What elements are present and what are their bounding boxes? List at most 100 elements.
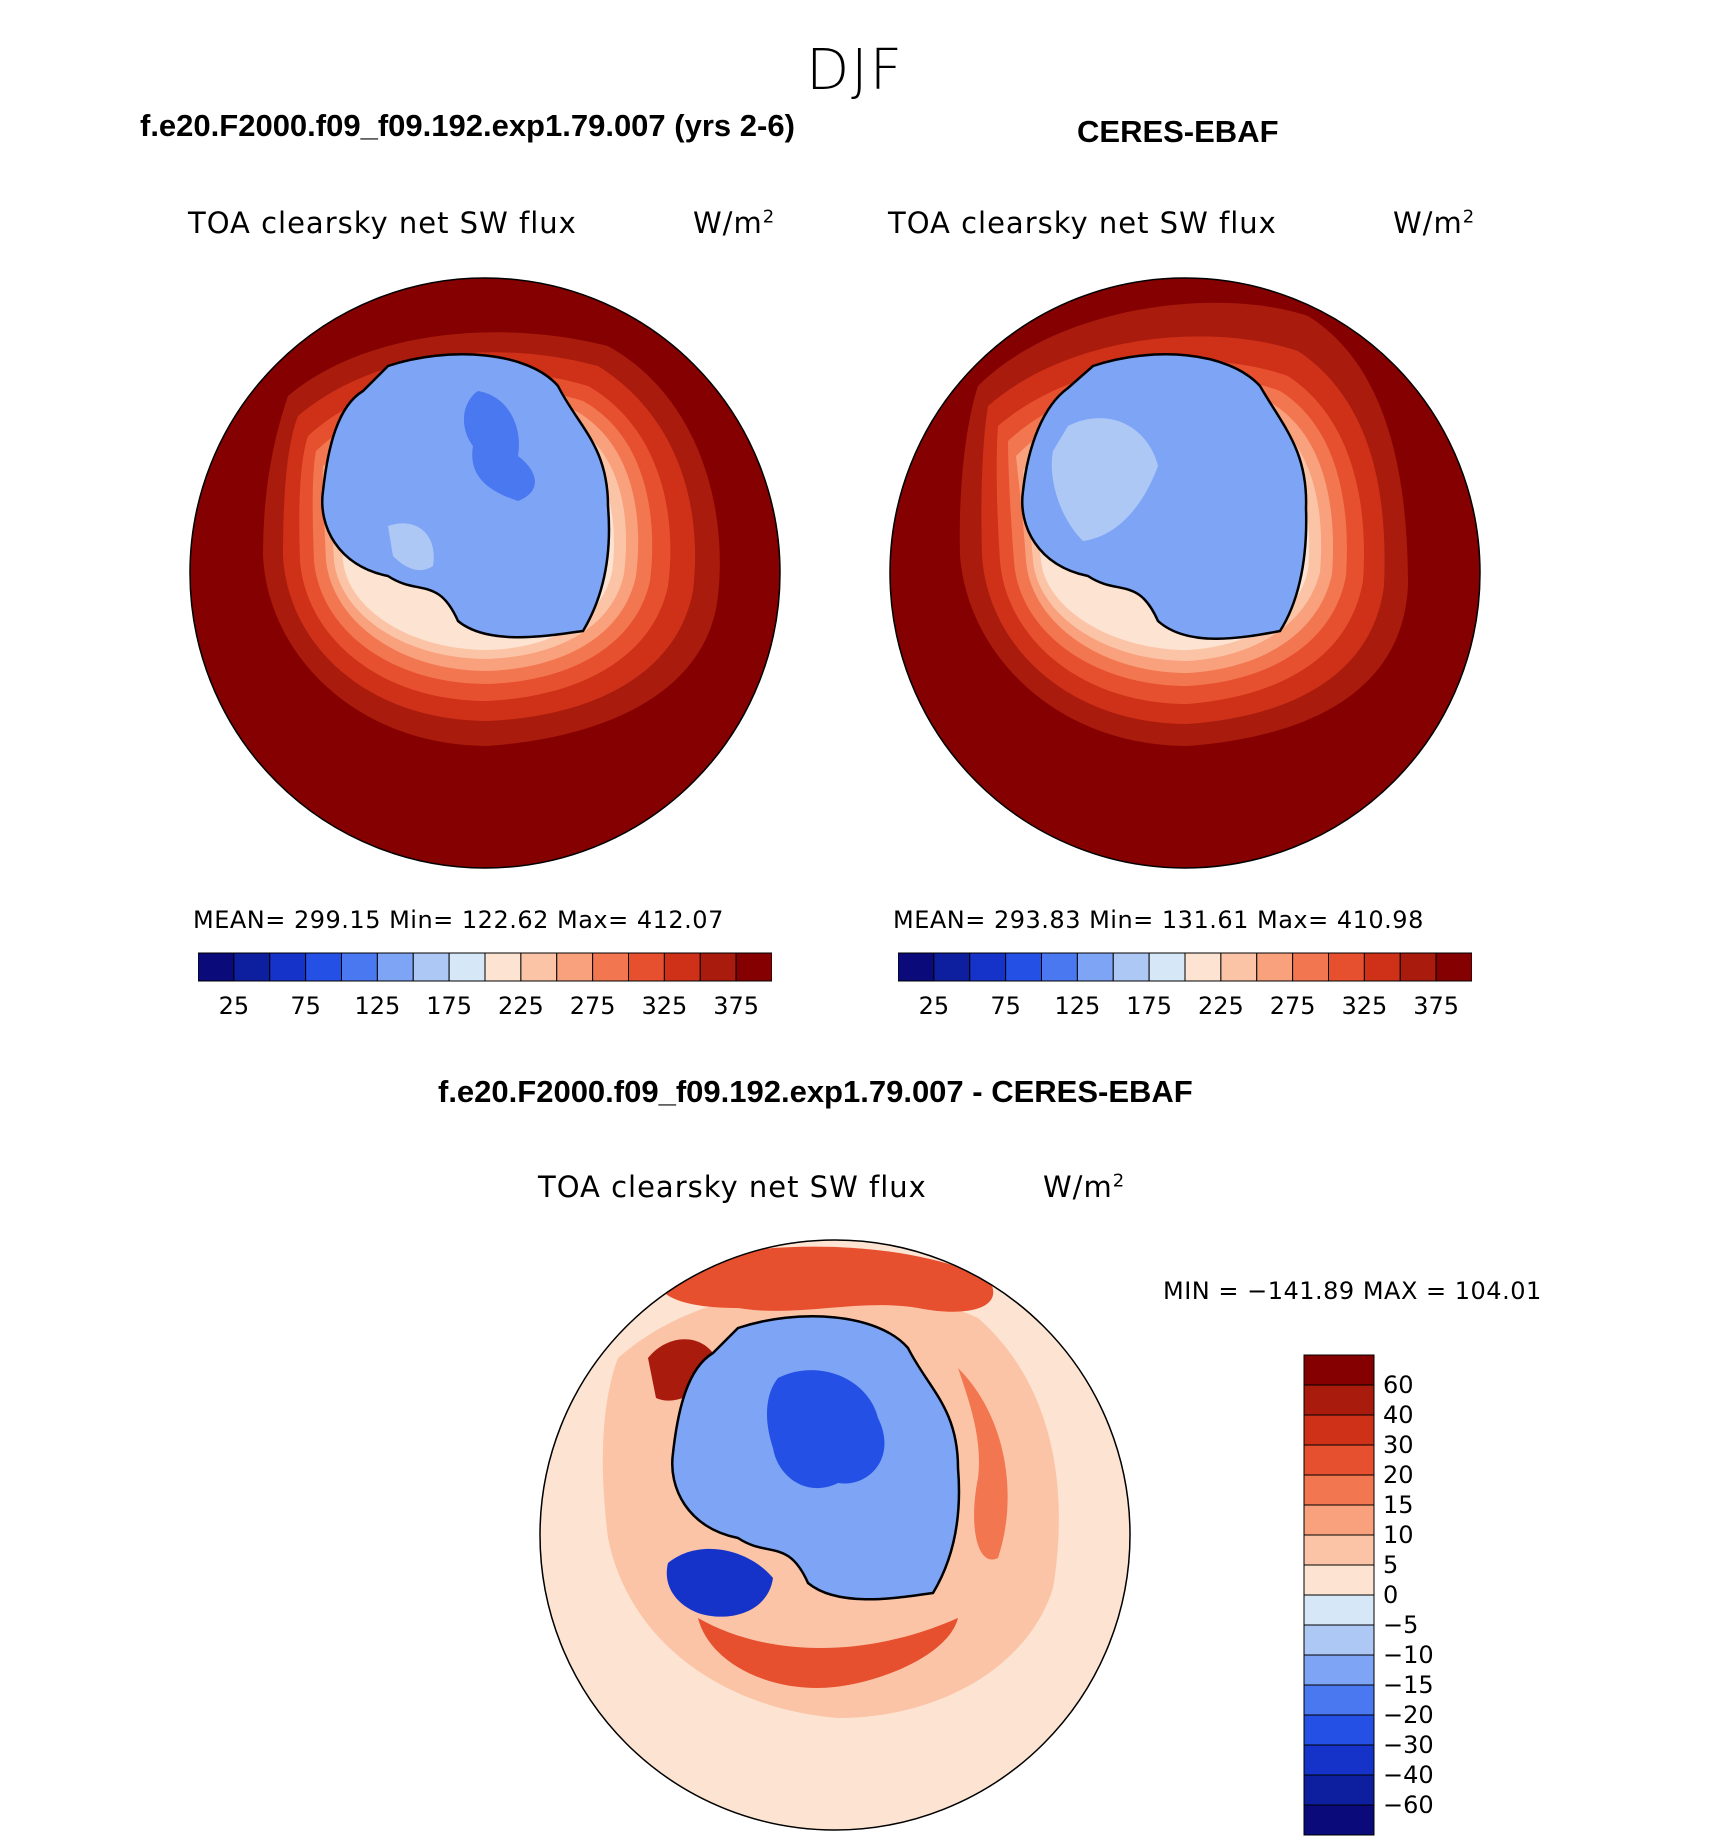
colorbar-swatch xyxy=(1363,952,1401,982)
colorbar-swatch xyxy=(1076,952,1114,982)
colorbar-tick-label: −30 xyxy=(1383,1731,1434,1759)
colorbar-tick-label: 175 xyxy=(426,992,473,1020)
colorbar-swatch xyxy=(1303,1624,1375,1656)
colorbar-tick-label: 10 xyxy=(1383,1521,1414,1549)
colorbar-swatch xyxy=(1435,952,1472,982)
panel3-polar-map xyxy=(539,1239,1131,1831)
colorbar-swatch xyxy=(1303,1444,1375,1476)
panel2-coastline xyxy=(1021,353,1308,640)
colorbar-swatch xyxy=(592,952,630,982)
panel3-colorbar xyxy=(1303,1354,1375,1836)
panel2-units: W/m2 xyxy=(1393,206,1476,240)
colorbar-tick-label: 325 xyxy=(1341,992,1388,1020)
colorbar-swatch xyxy=(1303,1684,1375,1716)
colorbar-tick-label: 15 xyxy=(1383,1491,1414,1519)
colorbar-swatch xyxy=(1303,1474,1375,1506)
colorbar-swatch xyxy=(1303,1744,1375,1776)
colorbar-swatch xyxy=(1303,1804,1375,1836)
colorbar-swatch xyxy=(1303,1594,1375,1626)
panel1-variable-label: TOA clearsky net SW flux xyxy=(188,206,577,240)
panel3-contour-ring-east xyxy=(958,1368,1008,1560)
colorbar-tick-label: 5 xyxy=(1383,1551,1399,1579)
panel3-contour-15-north xyxy=(656,1246,994,1312)
colorbar-swatch xyxy=(933,952,971,982)
figure-title: DJF xyxy=(806,38,904,103)
colorbar-swatch xyxy=(556,952,594,982)
colorbar-swatch xyxy=(341,952,378,982)
panel2-polar-map xyxy=(889,277,1481,869)
panel1-contour-continent xyxy=(322,354,609,638)
panel2-stats: MEAN= 293.83 Min= 131.61 Max= 410.98 xyxy=(893,906,1424,934)
colorbar-swatch xyxy=(628,952,665,982)
colorbar-swatch xyxy=(269,952,307,982)
panel1-colorbar-ticks: 25 75 125 175 225 275 325 375 xyxy=(198,992,772,1026)
panel3-variable-label: TOA clearsky net SW flux xyxy=(538,1170,927,1204)
colorbar-swatch xyxy=(1220,952,1258,982)
panel1-polar-map xyxy=(189,277,781,869)
colorbar-tick-label: 20 xyxy=(1383,1461,1414,1489)
panel1-case-title: f.e20.F2000.f09_f09.192.exp1.79.007 (yrs… xyxy=(140,108,795,143)
colorbar-tick-label: −20 xyxy=(1383,1701,1434,1729)
colorbar-tick-label: 30 xyxy=(1383,1431,1414,1459)
colorbar-swatch xyxy=(1328,952,1365,982)
colorbar-swatch xyxy=(233,952,271,982)
colorbar-tick-label: 125 xyxy=(1054,992,1101,1020)
colorbar-swatch xyxy=(969,952,1007,982)
colorbar-tick-label: −60 xyxy=(1383,1791,1434,1819)
colorbar-tick-label: 125 xyxy=(354,992,401,1020)
colorbar-tick-label: 225 xyxy=(1197,992,1244,1020)
panel3-contour-ring-south xyxy=(698,1618,958,1688)
colorbar-tick-label: 40 xyxy=(1383,1401,1414,1429)
colorbar-swatch xyxy=(1303,1534,1375,1566)
colorbar-tick-label: 275 xyxy=(1269,992,1316,1020)
panel1-colorbar xyxy=(198,952,772,982)
colorbar-tick-label: 25 xyxy=(218,992,250,1020)
colorbar-tick-label: 375 xyxy=(1413,992,1460,1020)
colorbar-swatch xyxy=(1303,1654,1375,1686)
colorbar-tick-label: −10 xyxy=(1383,1641,1434,1669)
colorbar-swatch xyxy=(305,952,343,982)
panel3-stats: MIN = −141.89 MAX = 104.01 xyxy=(1163,1277,1542,1305)
colorbar-tick-label: −15 xyxy=(1383,1671,1434,1699)
colorbar-swatch xyxy=(1303,1774,1375,1806)
colorbar-swatch xyxy=(1303,1564,1375,1596)
colorbar-tick-label: 75 xyxy=(990,992,1021,1020)
colorbar-swatch xyxy=(1303,1504,1375,1536)
panel1-contour-plateau xyxy=(463,391,535,501)
panel1-contour-ross-shelf xyxy=(388,523,434,571)
colorbar-swatch xyxy=(1148,952,1186,982)
colorbar-swatch xyxy=(1005,952,1043,982)
colorbar-tick-label: 325 xyxy=(641,992,688,1020)
panel2-case-title: CERES-EBAF xyxy=(1077,114,1279,149)
colorbar-swatch xyxy=(898,952,935,982)
colorbar-swatch xyxy=(1112,952,1150,982)
panel1-coastline xyxy=(321,353,611,639)
panel3-case-title: f.e20.F2000.f09_f09.192.exp1.79.007 - CE… xyxy=(438,1074,1193,1109)
colorbar-swatch xyxy=(198,952,235,982)
colorbar-tick-label: 60 xyxy=(1383,1371,1414,1399)
colorbar-swatch xyxy=(1184,952,1222,982)
colorbar-tick-label: 0 xyxy=(1383,1581,1399,1609)
panel3-coastline xyxy=(671,1315,961,1601)
colorbar-swatch xyxy=(1303,1384,1375,1416)
colorbar-swatch xyxy=(1256,952,1294,982)
colorbar-tick-label: 25 xyxy=(918,992,950,1020)
panel3-colorbar-ticks: 60 40 30 20 15 10 5 0 −5 −10 −15 −20 −30 −40 −60 xyxy=(1383,1354,1503,1836)
colorbar-tick-label: −40 xyxy=(1383,1761,1434,1789)
colorbar-swatch xyxy=(1041,952,1078,982)
colorbar-tick-label: −5 xyxy=(1383,1611,1419,1639)
colorbar-swatch xyxy=(520,952,558,982)
colorbar-tick-label: 75 xyxy=(290,992,321,1020)
panel3-contour-neg-interior xyxy=(766,1370,885,1489)
colorbar-swatch xyxy=(699,952,737,982)
colorbar-swatch xyxy=(1303,1714,1375,1746)
colorbar-swatch xyxy=(663,952,701,982)
panel2-colorbar-ticks: 25 75 125 175 225 275 325 375 xyxy=(898,992,1472,1026)
colorbar-tick-label: 225 xyxy=(497,992,544,1020)
colorbar-tick-label: 175 xyxy=(1126,992,1173,1020)
colorbar-swatch xyxy=(412,952,450,982)
panel3-units: W/m2 xyxy=(1043,1170,1126,1204)
colorbar-swatch xyxy=(1292,952,1330,982)
colorbar-swatch xyxy=(1303,1414,1375,1446)
colorbar-tick-label: 275 xyxy=(569,992,616,1020)
